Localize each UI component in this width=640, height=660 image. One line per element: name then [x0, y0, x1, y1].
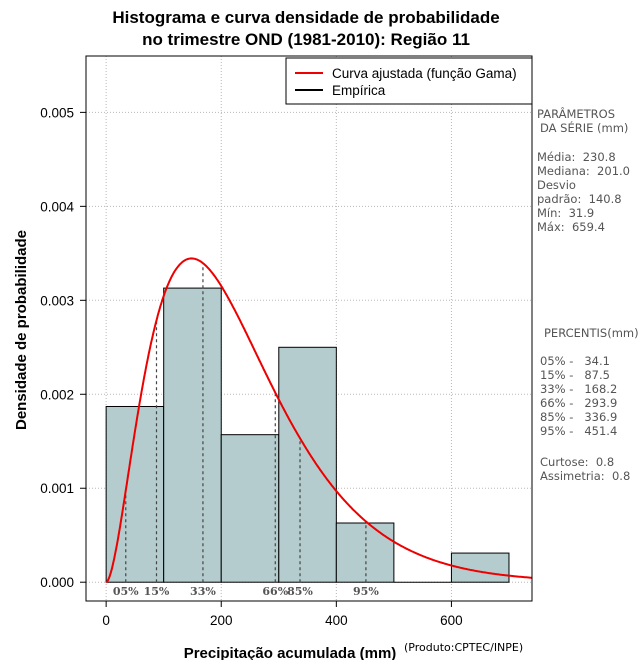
x-axis-label: Precipitação acumulada (mm) — [184, 645, 397, 660]
x-tick-label: 600 — [440, 613, 463, 628]
y-tick-label: 0.000 — [40, 575, 74, 590]
percentile-label: 05% — [113, 585, 139, 598]
y-tick-label: 0.003 — [40, 293, 74, 308]
x-tick-label: 0 — [102, 613, 110, 628]
percentile-66: 66% - 293.9 — [540, 396, 618, 410]
percentile-15: 15% - 87.5 — [540, 368, 610, 382]
histogram-bar — [220, 434, 280, 583]
stat-mean: Média: 230.8 — [537, 150, 616, 164]
fitted-gamma-curve — [105, 257, 532, 584]
percentile-label: 85% — [287, 585, 313, 598]
percentile-05: 05% - 34.1 — [540, 354, 610, 368]
x-tick-label: 200 — [210, 613, 233, 628]
stat-max: Máx: 659.4 — [537, 220, 605, 234]
y-tick-label: 0.001 — [40, 481, 74, 496]
percentile-labels: 05% 15% 33% 66%85% 95% — [113, 585, 379, 598]
percentile-label: 33% — [190, 585, 216, 598]
stat-kurtosis: Curtose: 0.8 — [540, 455, 615, 469]
y-axis-label: Densidade de probabilidade — [13, 230, 30, 430]
percentile-33: 33% - 168.2 — [540, 382, 618, 396]
percentile-label: 66% — [262, 585, 288, 598]
histogram-bar — [335, 522, 395, 583]
parameters-title-2: DA SÉRIE (mm) — [540, 121, 629, 135]
chart-title-line-1: Histograma e curva densidade de probabil… — [112, 8, 500, 27]
percentile-lines — [125, 263, 367, 583]
legend-label-fitted: Curva ajustada (função Gama) — [332, 66, 517, 81]
histogram-bars — [105, 287, 510, 583]
stat-median: Mediana: 201.0 — [537, 164, 630, 178]
y-axis: 0.000 0.001 0.002 0.003 0.004 0.005 — [40, 105, 87, 590]
x-axis: 0 200 400 600 — [102, 600, 463, 628]
stat-skewness: Assimetria: 0.8 — [540, 469, 631, 483]
percentiles-title: PERCENTIS(mm) — [544, 326, 639, 340]
x-tick-label: 400 — [325, 613, 348, 628]
stat-min: Mín: 31.9 — [537, 206, 595, 220]
y-tick-label: 0.004 — [40, 199, 74, 214]
stat-std-line-1: Desvio — [537, 178, 576, 192]
histogram-bar — [278, 346, 337, 583]
histogram-bar — [163, 287, 222, 583]
legend-box — [285, 57, 533, 105]
credit-text: (Produto:CPTEC/INPE) — [404, 641, 523, 654]
legend: Curva ajustada (função Gama) Empírica — [285, 57, 533, 105]
percentile-label: 95% — [353, 585, 379, 598]
y-tick-label: 0.005 — [40, 105, 74, 120]
y-tick-label: 0.002 — [40, 387, 74, 402]
percentile-95: 95% - 451.4 — [540, 424, 618, 438]
parameters-title-1: PARÂMETROS — [537, 107, 616, 121]
legend-label-empirical: Empírica — [332, 83, 386, 98]
chart-title-line-2: no trimestre OND (1981-2010): Região 11 — [142, 30, 470, 49]
percentile-label: 15% — [144, 585, 170, 598]
stat-std-line-2: padrão: 140.8 — [537, 192, 622, 206]
percentile-85: 85% - 336.9 — [540, 410, 618, 424]
